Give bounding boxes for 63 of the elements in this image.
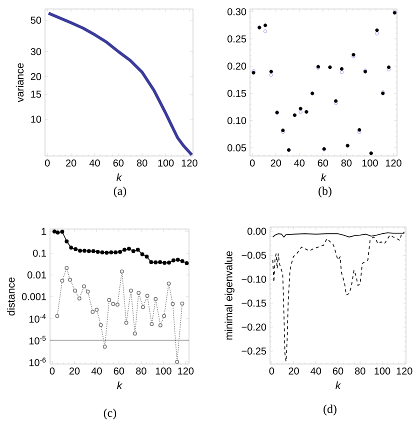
y-tick-label: −0.20: [242, 324, 266, 331]
y-axis-title: minimal eigenvalue: [224, 251, 234, 340]
x-tick-label: 40: [310, 368, 322, 375]
x-tick-label: 120: [178, 368, 194, 375]
y-tick-label: 10: [31, 116, 42, 123]
y-axis-title: distance: [7, 278, 15, 316]
y-axis-title: variance: [16, 63, 24, 102]
x-tick-label: 60: [318, 160, 328, 167]
x-tick-label: 40: [89, 160, 100, 167]
y-tick-label: 0.01: [27, 271, 46, 278]
x-tick-label: 20: [69, 368, 80, 375]
x-tick-label: 100: [156, 368, 172, 375]
x-tick-label: 0: [50, 368, 55, 375]
x-tick-label: 60: [332, 368, 344, 375]
x-tick-label: 80: [341, 160, 352, 167]
x-tick-label: 0: [44, 160, 50, 167]
y-tick-label: 0.05: [227, 144, 246, 152]
x-tick-label: 0: [269, 368, 274, 375]
y-tick-label: 10$^{-5}$: [29, 336, 46, 344]
y-tick-label: 0.30: [227, 8, 246, 16]
x-tick-label: 100: [158, 160, 174, 167]
x-tick-label: 20: [288, 368, 299, 375]
text: (c): [104, 408, 116, 420]
y-tick-label: 20: [30, 73, 42, 80]
x-tick-label: 0: [250, 160, 255, 167]
text: (d): [324, 404, 336, 416]
x-tick-label: 60: [114, 368, 124, 375]
x-tick-label: 80: [136, 160, 148, 167]
y-tick-label: 0.20: [227, 62, 246, 70]
x-tick-label: 100: [362, 160, 378, 167]
x-tick-label: 60: [113, 160, 124, 167]
y-tick-label: 50: [30, 16, 42, 24]
x-tick-label: 120: [396, 368, 412, 375]
y-tick-label: −0.15: [242, 300, 266, 307]
y-tick-label: −0.10: [242, 276, 266, 283]
y-tick-label: 0.001: [22, 293, 46, 300]
x-axis-title: k: [117, 381, 123, 389]
y-tick-label: 15: [31, 90, 42, 98]
y-tick-label: 0.25: [227, 35, 246, 42]
x-tick-label: 80: [136, 368, 146, 375]
x-tick-label: 120: [386, 160, 402, 167]
x-axis-title: k: [336, 381, 342, 389]
x-tick-label: 20: [66, 160, 76, 167]
y-tick-label: −0.25: [242, 348, 266, 355]
x-axis-title: k: [321, 173, 327, 181]
x-tick-label: 20: [270, 160, 282, 167]
x-tick-label: 100: [374, 368, 390, 375]
y-tick-label: 0.00: [247, 228, 266, 235]
y-tick-label: 10$^{-4}$: [29, 314, 46, 323]
y-tick-label: −0.05: [242, 252, 266, 259]
text: (b): [318, 186, 332, 198]
x-tick-label: 120: [182, 160, 198, 167]
x-axis-title: k: [116, 173, 122, 181]
y-tick-label: 0.10: [227, 117, 246, 124]
x-tick-label: 80: [355, 368, 366, 375]
y-tick-label: 10$^{-6}$: [29, 358, 46, 366]
y-tick-label: 30: [30, 48, 42, 56]
y-tick-label: 0.15: [227, 90, 246, 97]
text: (a): [114, 186, 126, 198]
y-tick-label: 0.1: [33, 250, 46, 257]
x-tick-label: 40: [294, 160, 305, 167]
x-tick-label: 40: [91, 368, 102, 375]
y-tick-label: 1: [42, 228, 46, 235]
